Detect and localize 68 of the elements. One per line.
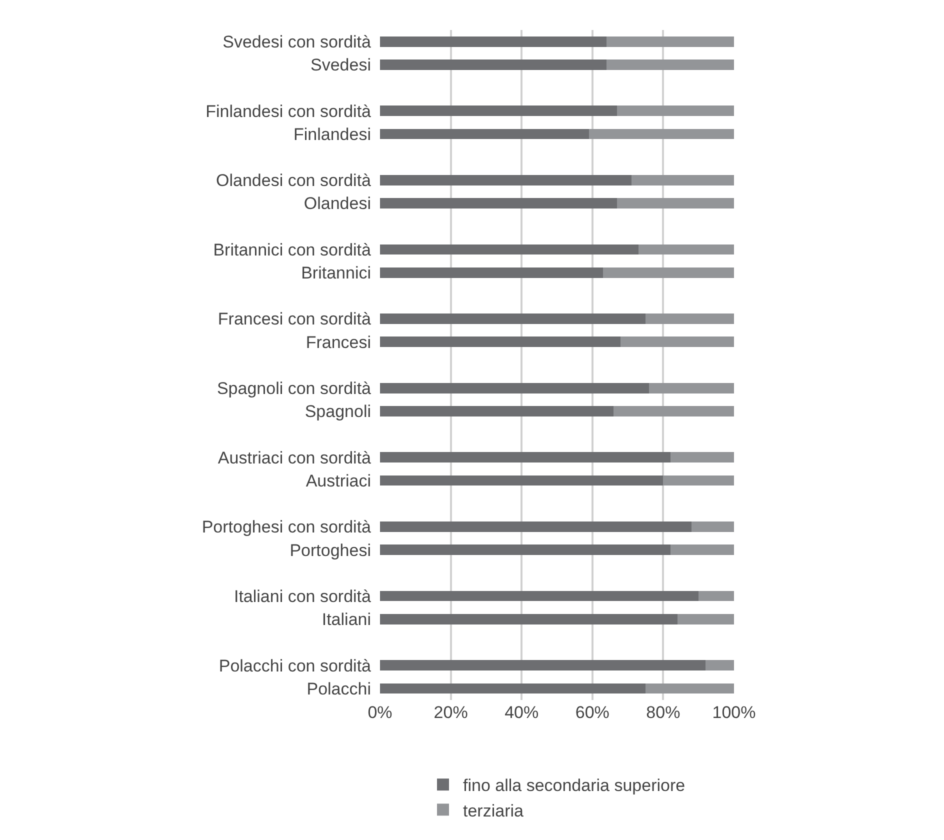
bar xyxy=(380,128,589,140)
bar xyxy=(646,314,734,324)
bar xyxy=(380,683,646,694)
legend-label: terziaria xyxy=(463,801,524,820)
legend-label: fino alla secondaria superiore xyxy=(463,776,686,796)
bar xyxy=(380,614,678,624)
y-tick-label: Italiani xyxy=(322,610,371,630)
bar xyxy=(677,614,734,624)
bar xyxy=(638,244,734,255)
bar xyxy=(706,660,734,671)
bar xyxy=(380,106,618,116)
bar xyxy=(380,336,621,348)
y-tick-label: Francesi con sordità xyxy=(218,310,372,329)
bar xyxy=(649,382,734,394)
y-tick-label: Polacchi xyxy=(306,679,371,698)
y-tick-label: Portoghesi xyxy=(290,540,371,560)
bar xyxy=(588,128,734,140)
bar xyxy=(380,590,699,602)
bar xyxy=(646,683,734,694)
bar xyxy=(380,452,670,463)
bar xyxy=(663,475,734,486)
x-tick-label: 100% xyxy=(712,703,756,722)
y-tick-label: Spagnoli xyxy=(304,402,371,422)
y-tick-label: Finlandesi xyxy=(294,124,371,144)
bar xyxy=(606,59,734,70)
bar xyxy=(670,452,734,463)
bar xyxy=(380,382,650,394)
bar xyxy=(380,36,607,47)
y-tick-label: Svedesi con sordità xyxy=(222,32,372,52)
bar xyxy=(380,174,632,186)
y-tick-label: Italiani con sordità xyxy=(234,586,372,606)
bar xyxy=(617,106,734,116)
y-tick-label: Spagnoli con sordità xyxy=(216,379,372,398)
y-tick-label: Austriaci con sordità xyxy=(218,448,372,468)
x-tick-label: 0% xyxy=(368,703,392,722)
bar xyxy=(692,522,734,532)
bar xyxy=(380,475,664,486)
y-tick-label: Olandesi xyxy=(304,194,371,214)
x-tick-label: 80% xyxy=(646,703,680,722)
bar xyxy=(380,544,670,556)
x-tick-label: 60% xyxy=(575,703,610,722)
bar xyxy=(380,314,646,324)
x-tick-label: 40% xyxy=(504,703,539,722)
bar xyxy=(380,267,604,278)
bar xyxy=(614,406,734,416)
bar xyxy=(617,198,734,208)
x-tick-label: 20% xyxy=(434,703,468,722)
bar xyxy=(380,522,692,532)
y-tick-label: Olandesi con sordità xyxy=(216,171,372,190)
bar xyxy=(631,174,734,186)
bar xyxy=(620,336,734,348)
bar xyxy=(380,59,607,70)
y-tick-label: Polacchi con sordità xyxy=(218,656,372,676)
bar xyxy=(380,660,706,671)
y-tick-label: Finlandesi con sordità xyxy=(206,102,372,121)
bar xyxy=(380,406,614,416)
bar xyxy=(380,198,618,208)
y-tick-label: Portoghesi con sordità xyxy=(202,518,372,537)
bar xyxy=(698,590,734,602)
y-tick-label: Francesi xyxy=(306,332,371,352)
bar xyxy=(670,544,734,556)
y-tick-label: Britannici xyxy=(301,264,371,283)
y-tick-label: Britannici con sordità xyxy=(213,240,372,260)
y-tick-label: Austriaci xyxy=(306,471,371,490)
bar xyxy=(380,244,638,255)
bar xyxy=(603,267,734,278)
y-tick-label: Svedesi xyxy=(310,56,371,75)
bar xyxy=(606,36,734,47)
